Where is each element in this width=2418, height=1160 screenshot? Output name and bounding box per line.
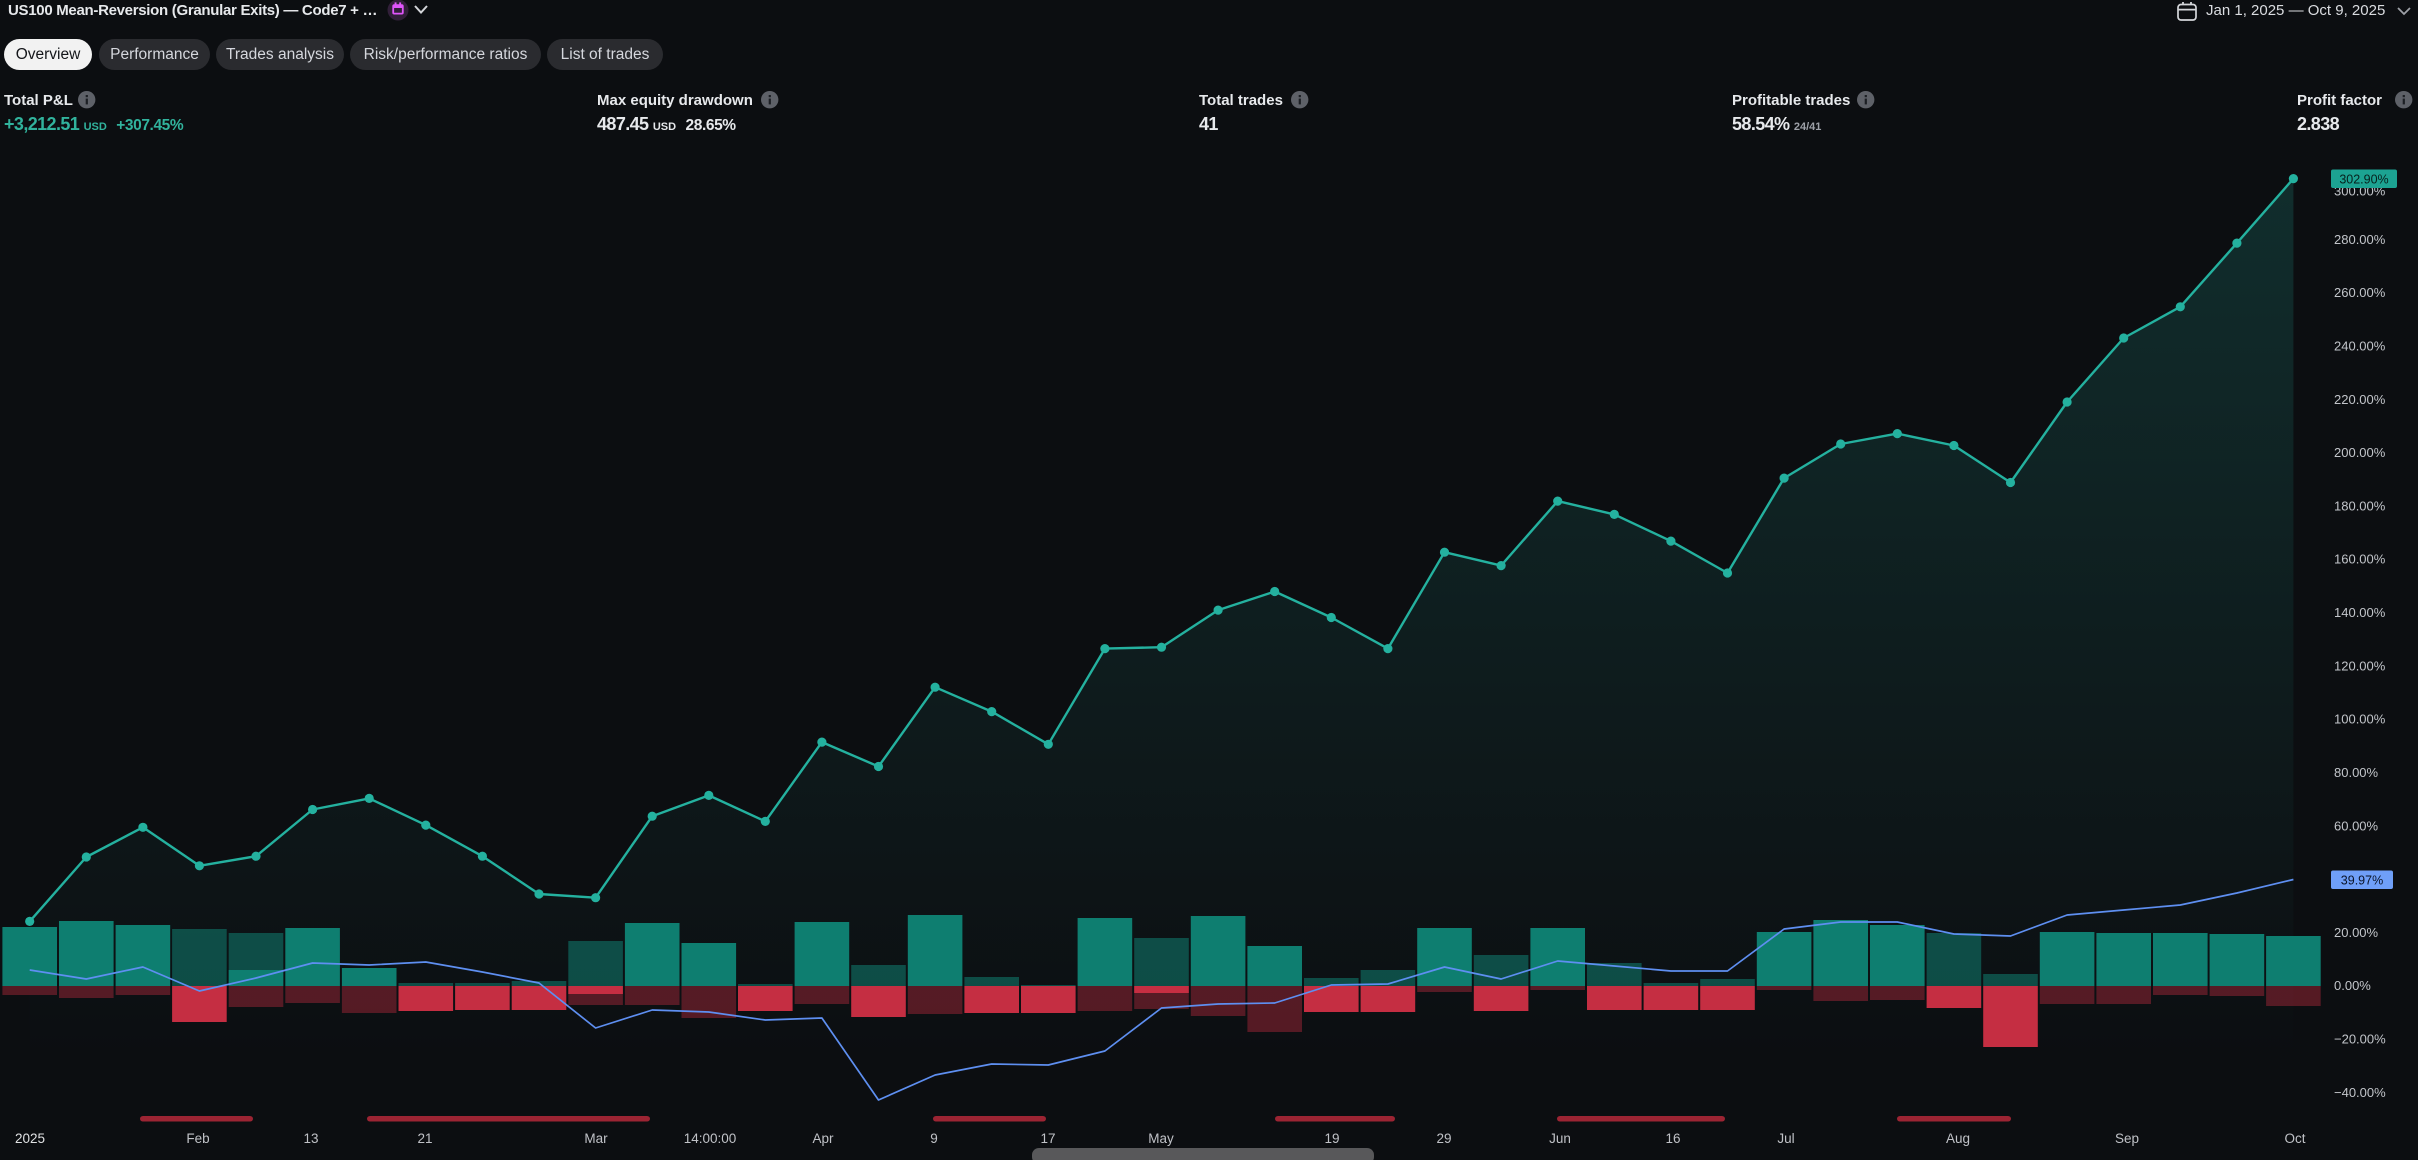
svg-text:140.00%: 140.00% bbox=[2334, 605, 2386, 620]
svg-text:Jun: Jun bbox=[1549, 1131, 1571, 1146]
svg-text:120.00%: 120.00% bbox=[2334, 658, 2386, 673]
svg-text:Apr: Apr bbox=[812, 1131, 834, 1146]
svg-text:260.00%: 260.00% bbox=[2334, 285, 2386, 300]
svg-text:180.00%: 180.00% bbox=[2334, 498, 2386, 513]
svg-text:0.00%: 0.00% bbox=[2334, 978, 2371, 993]
svg-text:Mar: Mar bbox=[584, 1131, 608, 1146]
svg-text:220.00%: 220.00% bbox=[2334, 392, 2386, 407]
svg-text:60.00%: 60.00% bbox=[2334, 818, 2379, 833]
svg-text:80.00%: 80.00% bbox=[2334, 765, 2379, 780]
svg-text:20.00%: 20.00% bbox=[2334, 925, 2379, 940]
svg-text:280.00%: 280.00% bbox=[2334, 232, 2386, 247]
svg-text:2025: 2025 bbox=[15, 1131, 45, 1146]
svg-text:29: 29 bbox=[1436, 1131, 1451, 1146]
svg-text:Oct: Oct bbox=[2284, 1131, 2305, 1146]
svg-text:100.00%: 100.00% bbox=[2334, 712, 2386, 727]
svg-text:−20.00%: −20.00% bbox=[2334, 1032, 2386, 1047]
svg-text:17: 17 bbox=[1040, 1131, 1055, 1146]
svg-text:19: 19 bbox=[1324, 1131, 1339, 1146]
svg-text:13: 13 bbox=[303, 1131, 318, 1146]
svg-text:160.00%: 160.00% bbox=[2334, 552, 2386, 567]
svg-text:16: 16 bbox=[1665, 1131, 1680, 1146]
svg-text:200.00%: 200.00% bbox=[2334, 445, 2386, 460]
svg-text:Jul: Jul bbox=[1777, 1131, 1794, 1146]
svg-text:240.00%: 240.00% bbox=[2334, 339, 2386, 354]
svg-text:39.97%: 39.97% bbox=[2341, 874, 2383, 888]
svg-text:21: 21 bbox=[417, 1131, 432, 1146]
svg-text:302.90%: 302.90% bbox=[2339, 173, 2388, 187]
svg-text:9: 9 bbox=[930, 1131, 938, 1146]
svg-text:Sep: Sep bbox=[2115, 1131, 2139, 1146]
svg-text:Aug: Aug bbox=[1946, 1131, 1970, 1146]
svg-text:14:00:00: 14:00:00 bbox=[684, 1131, 737, 1146]
svg-text:−40.00%: −40.00% bbox=[2334, 1085, 2386, 1100]
svg-text:May: May bbox=[1148, 1131, 1174, 1146]
svg-text:Feb: Feb bbox=[186, 1131, 209, 1146]
